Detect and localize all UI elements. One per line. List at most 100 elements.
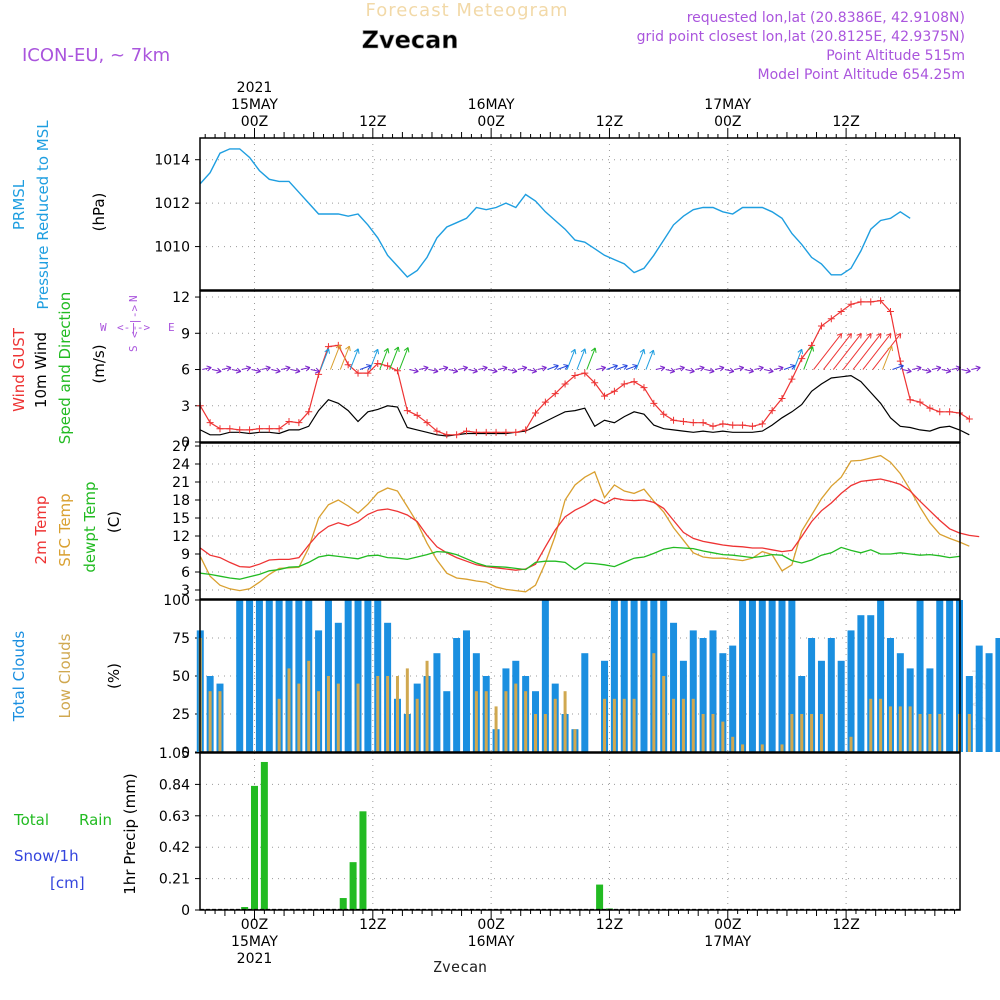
y-tick-label: 12 [172, 529, 190, 545]
total-clouds-bar [936, 600, 944, 752]
wind-compass-legend: W <-|-> E N S <-|-> [100, 295, 175, 352]
total-clouds-bar [670, 622, 678, 752]
wind-arrow-head [836, 333, 843, 339]
low-clouds-bar [721, 721, 725, 752]
wind-gust-marker [670, 416, 678, 424]
wind-arrow-head [245, 365, 252, 372]
wind-direction-arrow [941, 369, 951, 373]
wind-gust-marker [374, 359, 382, 367]
y-tick-label: 1012 [154, 196, 190, 212]
wind-arrow-head [632, 364, 638, 370]
total-clouds-bar [975, 645, 983, 752]
time-label-top: 15MAY [231, 97, 278, 113]
y-tick-label: 3 [181, 399, 190, 415]
wind-gust-marker [354, 369, 362, 377]
wind-direction-arrow [912, 367, 922, 371]
wind-arrow-head [748, 367, 754, 374]
wind-direction-arrow [241, 367, 251, 371]
wind-arrow-head [580, 348, 587, 354]
grid-point-lonlat: grid point closest lon,lat (20.8125E, 42… [637, 29, 965, 45]
header: Forecast Meteogram Zvecan ICON-EU, ~ 7km… [22, 0, 987, 976]
wind-arrow-head [679, 365, 685, 372]
clouds-panel-frame [199, 599, 961, 753]
low-clouds-bar [622, 698, 626, 752]
temp-2m-line [199, 478, 980, 571]
wind-gust-marker [581, 369, 589, 377]
wind-arrow-head [590, 347, 597, 353]
low-clouds-bar [780, 744, 784, 752]
wind-gust-marker [226, 425, 234, 433]
wind-arrow-head [275, 367, 281, 374]
wind-gust-marker [433, 427, 441, 435]
y-tick-label: 50 [172, 669, 190, 685]
dewpt-label: dewpt Temp [81, 481, 99, 572]
wind-arrow-head [452, 367, 459, 374]
wind-gust-marker [453, 431, 461, 439]
wind-direction-arrow [655, 367, 665, 371]
total-clouds-bar [788, 600, 796, 752]
wind-arrow-head [285, 365, 291, 372]
wind-gust-marker [679, 417, 687, 425]
low-clouds-bar [297, 683, 301, 752]
wind-arrow-head [797, 348, 804, 355]
requested-lonlat: requested lon,lat (20.8386E, 42.9108N) [687, 10, 965, 26]
rain-bar [349, 862, 357, 910]
wind-arrow-head [423, 365, 429, 372]
wind-direction-arrow [428, 369, 439, 373]
dewpt-line [200, 546, 960, 580]
y-tick-label: 25 [172, 707, 190, 723]
wind-direction-arrow [685, 369, 695, 373]
time-label-bottom: 12Z [596, 917, 623, 933]
wind-direction-arrow [379, 348, 389, 370]
wind-gust-marker [837, 308, 845, 316]
model-label: ICON-EU, ~ 7km [22, 45, 170, 66]
y-tick-label: 24 [172, 457, 190, 473]
low-clouds-bar [573, 729, 577, 752]
wind-arrow-head [206, 365, 212, 372]
wind-arrow-head [226, 365, 232, 372]
precip-unit-label: 1hr Precip (mm) [121, 773, 139, 894]
y-tick-label: 0 [181, 903, 190, 919]
wind-gust-marker [768, 407, 776, 415]
wind-direction-arrow [488, 369, 498, 373]
time-label-top: 16MAY [468, 97, 515, 113]
low-clouds-bar [277, 698, 281, 752]
wind-direction-arrow [734, 367, 744, 371]
total-clouds-bar [817, 660, 825, 752]
wind-direction-arrow [705, 369, 715, 373]
low-clouds-bar [405, 668, 409, 752]
time-label-bottom: 12Z [359, 917, 386, 933]
total-clouds-bar [926, 668, 934, 752]
wind-arrow-head [472, 367, 478, 374]
wind-gust-marker [393, 367, 401, 375]
low-clouds-bar [317, 691, 321, 752]
wind-arrow-head [295, 367, 301, 374]
total-clouds-bar [364, 600, 372, 752]
low-clouds-bar [534, 714, 538, 752]
wind-gust-marker [709, 422, 717, 430]
wind-arrow-head [846, 333, 852, 339]
total-clouds-bar [610, 600, 618, 752]
precip-snow-label: Snow/1h [14, 847, 79, 865]
time-label-top: 12Z [596, 114, 623, 130]
low-clouds-bar [326, 676, 330, 752]
total-clouds-label: Total Clouds [10, 631, 28, 723]
time-label-bottom: 15MAY [231, 934, 278, 950]
wind-arrow-head [856, 333, 862, 339]
wind-arrow-head [612, 364, 618, 370]
wind-gust-marker [443, 431, 451, 439]
precip-total-label: Total [13, 811, 49, 829]
wind-arrow-head [383, 347, 390, 354]
time-label-top: 2021 [237, 80, 273, 96]
low-clouds-bar [632, 698, 636, 752]
low-clouds-bar [386, 676, 390, 752]
wind-direction-arrow [695, 367, 705, 371]
wind-direction-arrow [557, 365, 569, 370]
wind-direction-arrow [419, 367, 429, 371]
wind-gust-marker [758, 420, 766, 428]
wind-arrow-head [462, 365, 468, 372]
wind-arrow-head [709, 367, 715, 374]
wind-arrow-head [768, 367, 774, 374]
wind-direction-arrow [310, 369, 320, 373]
y-tick-label: 0.42 [159, 840, 190, 856]
